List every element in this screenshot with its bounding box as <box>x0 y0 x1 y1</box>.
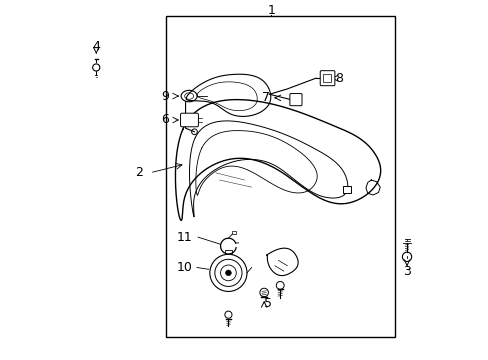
Bar <box>231 231 236 234</box>
Text: 5: 5 <box>263 297 271 310</box>
Bar <box>323 74 330 82</box>
Text: 3: 3 <box>402 265 410 278</box>
Text: 9: 9 <box>161 90 169 103</box>
Text: 2: 2 <box>135 166 143 179</box>
Circle shape <box>225 270 231 276</box>
FancyBboxPatch shape <box>289 94 302 106</box>
Text: 7: 7 <box>261 91 269 104</box>
Text: 4: 4 <box>92 40 100 53</box>
FancyBboxPatch shape <box>320 71 334 86</box>
Bar <box>342 186 350 193</box>
Text: 11: 11 <box>177 231 192 244</box>
Text: 1: 1 <box>267 4 275 17</box>
Text: 10: 10 <box>177 261 192 274</box>
FancyBboxPatch shape <box>180 113 198 127</box>
Text: 8: 8 <box>335 72 343 85</box>
Bar <box>224 250 231 254</box>
Text: 6: 6 <box>161 113 169 126</box>
Bar <box>165 16 394 337</box>
